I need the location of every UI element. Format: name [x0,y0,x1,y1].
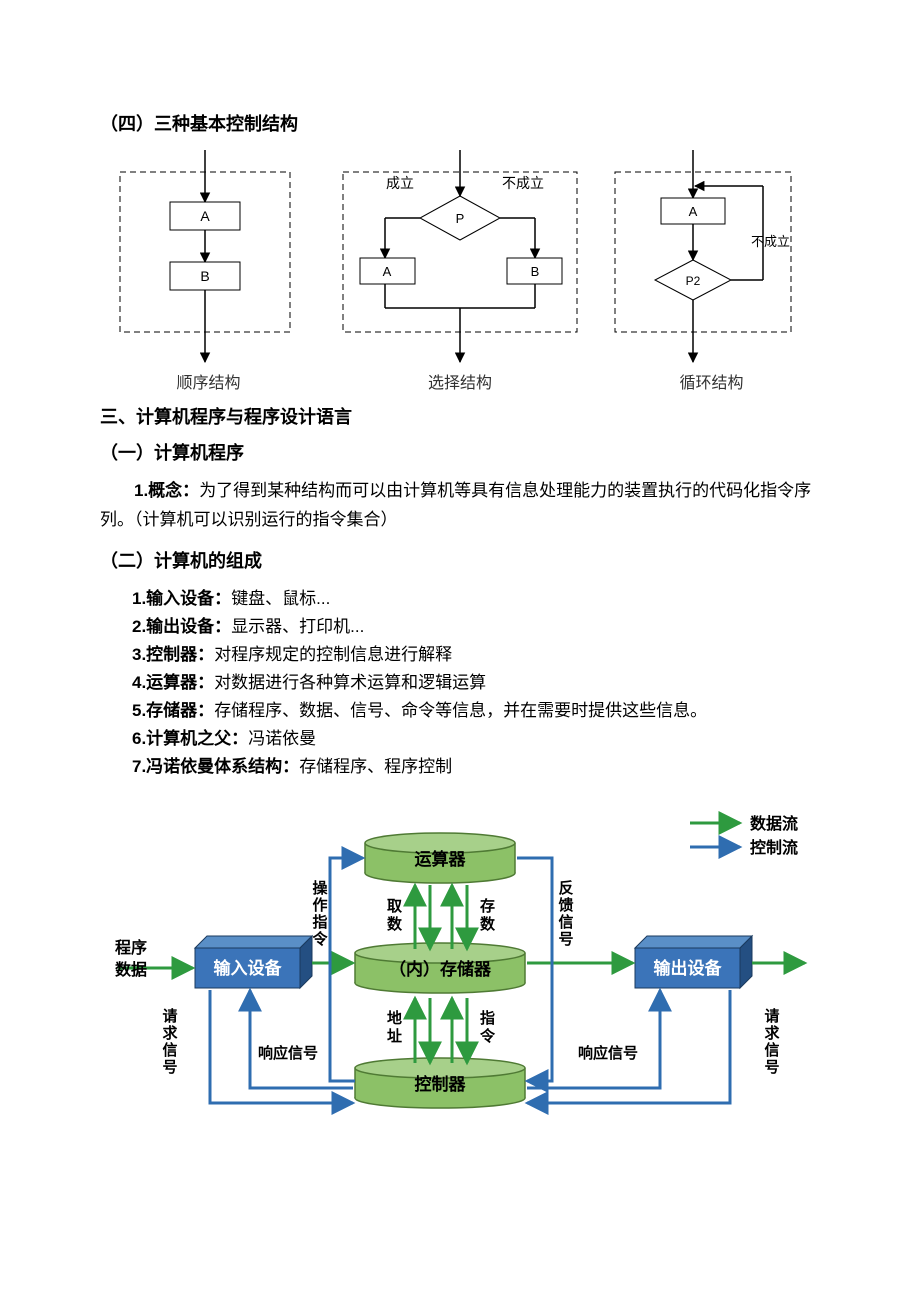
flowchart-loop: A P2 不成立 循环结构 [603,150,820,393]
svg-text:令: 令 [480,1027,496,1045]
list-item: 2.输出设备：显示器、打印机... [132,613,820,641]
svg-text:取: 取 [387,898,403,915]
svg-text:反: 反 [558,880,573,897]
sel-caption: 选择结构 [335,369,585,393]
component-list: 1.输入设备：键盘、鼠标... 2.输出设备：显示器、打印机... 3.控制器：… [100,585,820,781]
svg-text:控制器: 控制器 [415,1074,467,1094]
svg-text:输出设备: 输出设备 [654,958,723,978]
svg-text:数: 数 [387,915,403,933]
list-item: 5.存储器：存储程序、数据、信号、命令等信息，并在需要时提供这些信息。 [132,697,820,725]
svg-text:指: 指 [480,1009,495,1027]
seq-box-b: B [200,268,209,284]
loop-cond: P2 [686,274,701,288]
svg-text:址: 址 [387,1027,402,1045]
svg-text:令: 令 [312,930,328,948]
svg-text:号: 号 [162,1059,177,1076]
list-item: 1.输入设备：键盘、鼠标... [132,585,820,613]
svg-text:求: 求 [764,1024,780,1042]
architecture-diagram: 运算器（内）存储器控制器输入设备输出设备数据流控制流程序数据取数存数地址指令操作… [100,803,820,1133]
list-item: 3.控制器：对程序规定的控制信息进行解释 [132,641,820,669]
svg-text:作: 作 [312,896,327,914]
sel-cond: P [456,211,465,226]
svg-text:求: 求 [162,1024,178,1042]
svg-text:响应信号: 响应信号 [258,1044,318,1062]
svg-text:地: 地 [387,1009,402,1027]
sel-false: 不成立 [502,175,544,191]
svg-text:号: 号 [764,1059,779,1076]
svg-text:信: 信 [764,1041,779,1059]
seq-box-a: A [200,208,210,224]
loop-a: A [689,204,698,219]
flowchart-row: A B 顺序结构 P 成立 不成立 [100,150,820,393]
svg-text:运算器: 运算器 [415,849,467,869]
loop-false: 不成立 [751,234,790,249]
sel-a: A [383,264,392,279]
svg-text:指: 指 [312,913,327,931]
concept-label: 1.概念： [134,481,199,500]
loop-caption: 循环结构 [603,369,820,393]
svg-text:程序: 程序 [115,938,147,957]
svg-text:响应信号: 响应信号 [578,1044,638,1062]
svg-text:信: 信 [162,1041,177,1059]
svg-text:操: 操 [312,879,328,897]
svg-text:存: 存 [480,897,495,915]
svg-text:数据: 数据 [115,960,147,979]
svg-text:馈: 馈 [557,896,573,914]
sel-true: 成立 [386,175,414,191]
svg-text:请: 请 [764,1007,779,1025]
heading-two: （二）计算机的组成 [100,547,820,573]
heading-one: （一）计算机程序 [100,439,820,465]
sel-b: B [531,264,540,279]
svg-text:数: 数 [480,915,496,933]
svg-text:控制流: 控制流 [750,838,798,857]
flowchart-sequence: A B 顺序结构 [100,150,317,393]
svg-text:数据流: 数据流 [750,814,798,833]
svg-text:请: 请 [162,1007,177,1025]
list-item: 7.冯诺依曼体系结构：存储程序、程序控制 [132,753,820,781]
svg-text:号: 号 [558,931,573,948]
list-item: 6.计算机之父：冯诺依曼 [132,725,820,753]
flowchart-selection: P 成立 不成立 A B 选择结构 [335,150,585,393]
concept-text: 为了得到某种结构而可以由计算机等具有信息处理能力的装置执行的代码化指令序列。（计… [100,481,811,529]
list-item: 4.运算器：对数据进行各种算术运算和逻辑运算 [132,669,820,697]
svg-text:信: 信 [558,913,573,931]
svg-text:（内）存储器: （内）存储器 [389,959,492,979]
concept-para: 1.概念：为了得到某种结构而可以由计算机等具有信息处理能力的装置执行的代码化指令… [100,477,820,535]
svg-text:输入设备: 输入设备 [214,958,283,978]
heading-four: （四）三种基本控制结构 [100,110,820,136]
seq-caption: 顺序结构 [100,369,317,393]
heading-three: 三、计算机程序与程序设计语言 [100,403,820,429]
